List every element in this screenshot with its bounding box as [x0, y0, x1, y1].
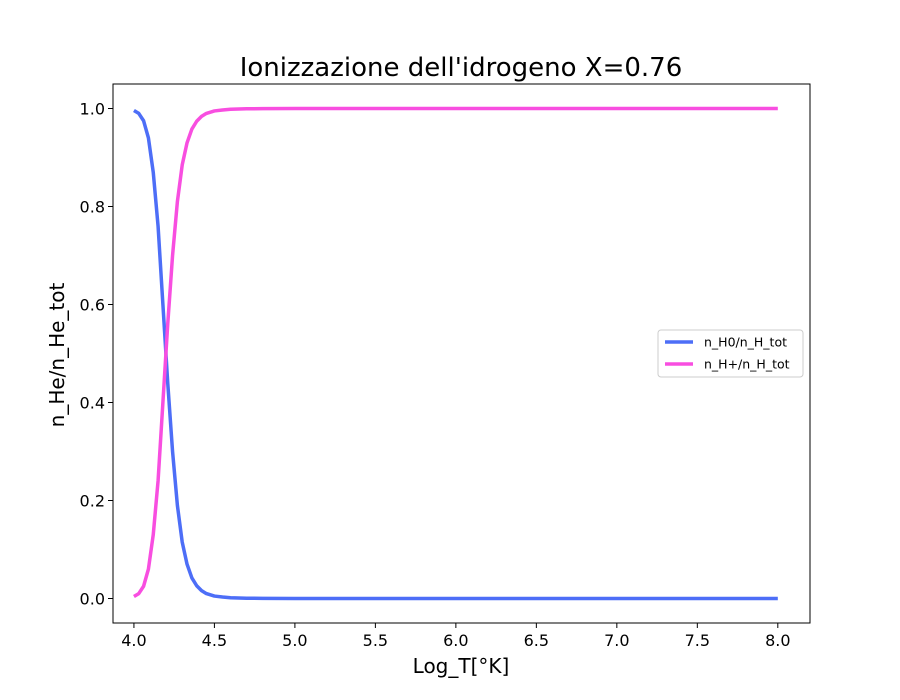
- y-axis: 0.0 0.2 0.4 0.6 0.8 1.0: [80, 100, 113, 609]
- x-tick-label: 6.0: [443, 631, 468, 650]
- x-tick-label: 5.5: [363, 631, 388, 650]
- plot-frame: [112, 83, 811, 624]
- plot-area: [112, 83, 811, 624]
- legend: n_H0/n_H_tot n_H+/n_H_tot: [657, 329, 804, 378]
- y-tick-label: 0.8: [80, 198, 105, 217]
- x-axis: 4.0 4.5 5.0 5.5 6.0 6.5 7.0 7.5 8.0: [121, 623, 791, 650]
- x-tick-label: 7.0: [604, 631, 629, 650]
- y-tick-label: 0.2: [80, 492, 105, 511]
- y-tick-label: 0.0: [80, 590, 105, 609]
- x-tick-label: 8.0: [765, 631, 790, 650]
- y-tick-label: 0.6: [80, 296, 105, 315]
- x-axis-label: Log_T[°K]: [413, 654, 510, 678]
- x-tick-label: 4.5: [202, 631, 227, 650]
- legend-label-1: n_H0/n_H_tot: [704, 335, 787, 350]
- chart-title: Ionizzazione dell'idrogeno X=0.76: [240, 53, 683, 83]
- x-tick-label: 5.0: [282, 631, 307, 650]
- x-tick-label: 6.5: [524, 631, 549, 650]
- legend-box: [657, 329, 804, 378]
- x-tick-label: 4.0: [121, 631, 146, 650]
- series-line-2: [133, 106, 778, 599]
- y-tick-label: 0.4: [80, 394, 105, 413]
- y-axis-label: n_He/n_He_tot: [45, 282, 69, 427]
- series-line-1: [133, 108, 778, 601]
- x-tick-label: 7.5: [685, 631, 710, 650]
- legend-label-2: n_H+/n_H_tot: [704, 357, 790, 372]
- y-tick-label: 1.0: [80, 100, 105, 119]
